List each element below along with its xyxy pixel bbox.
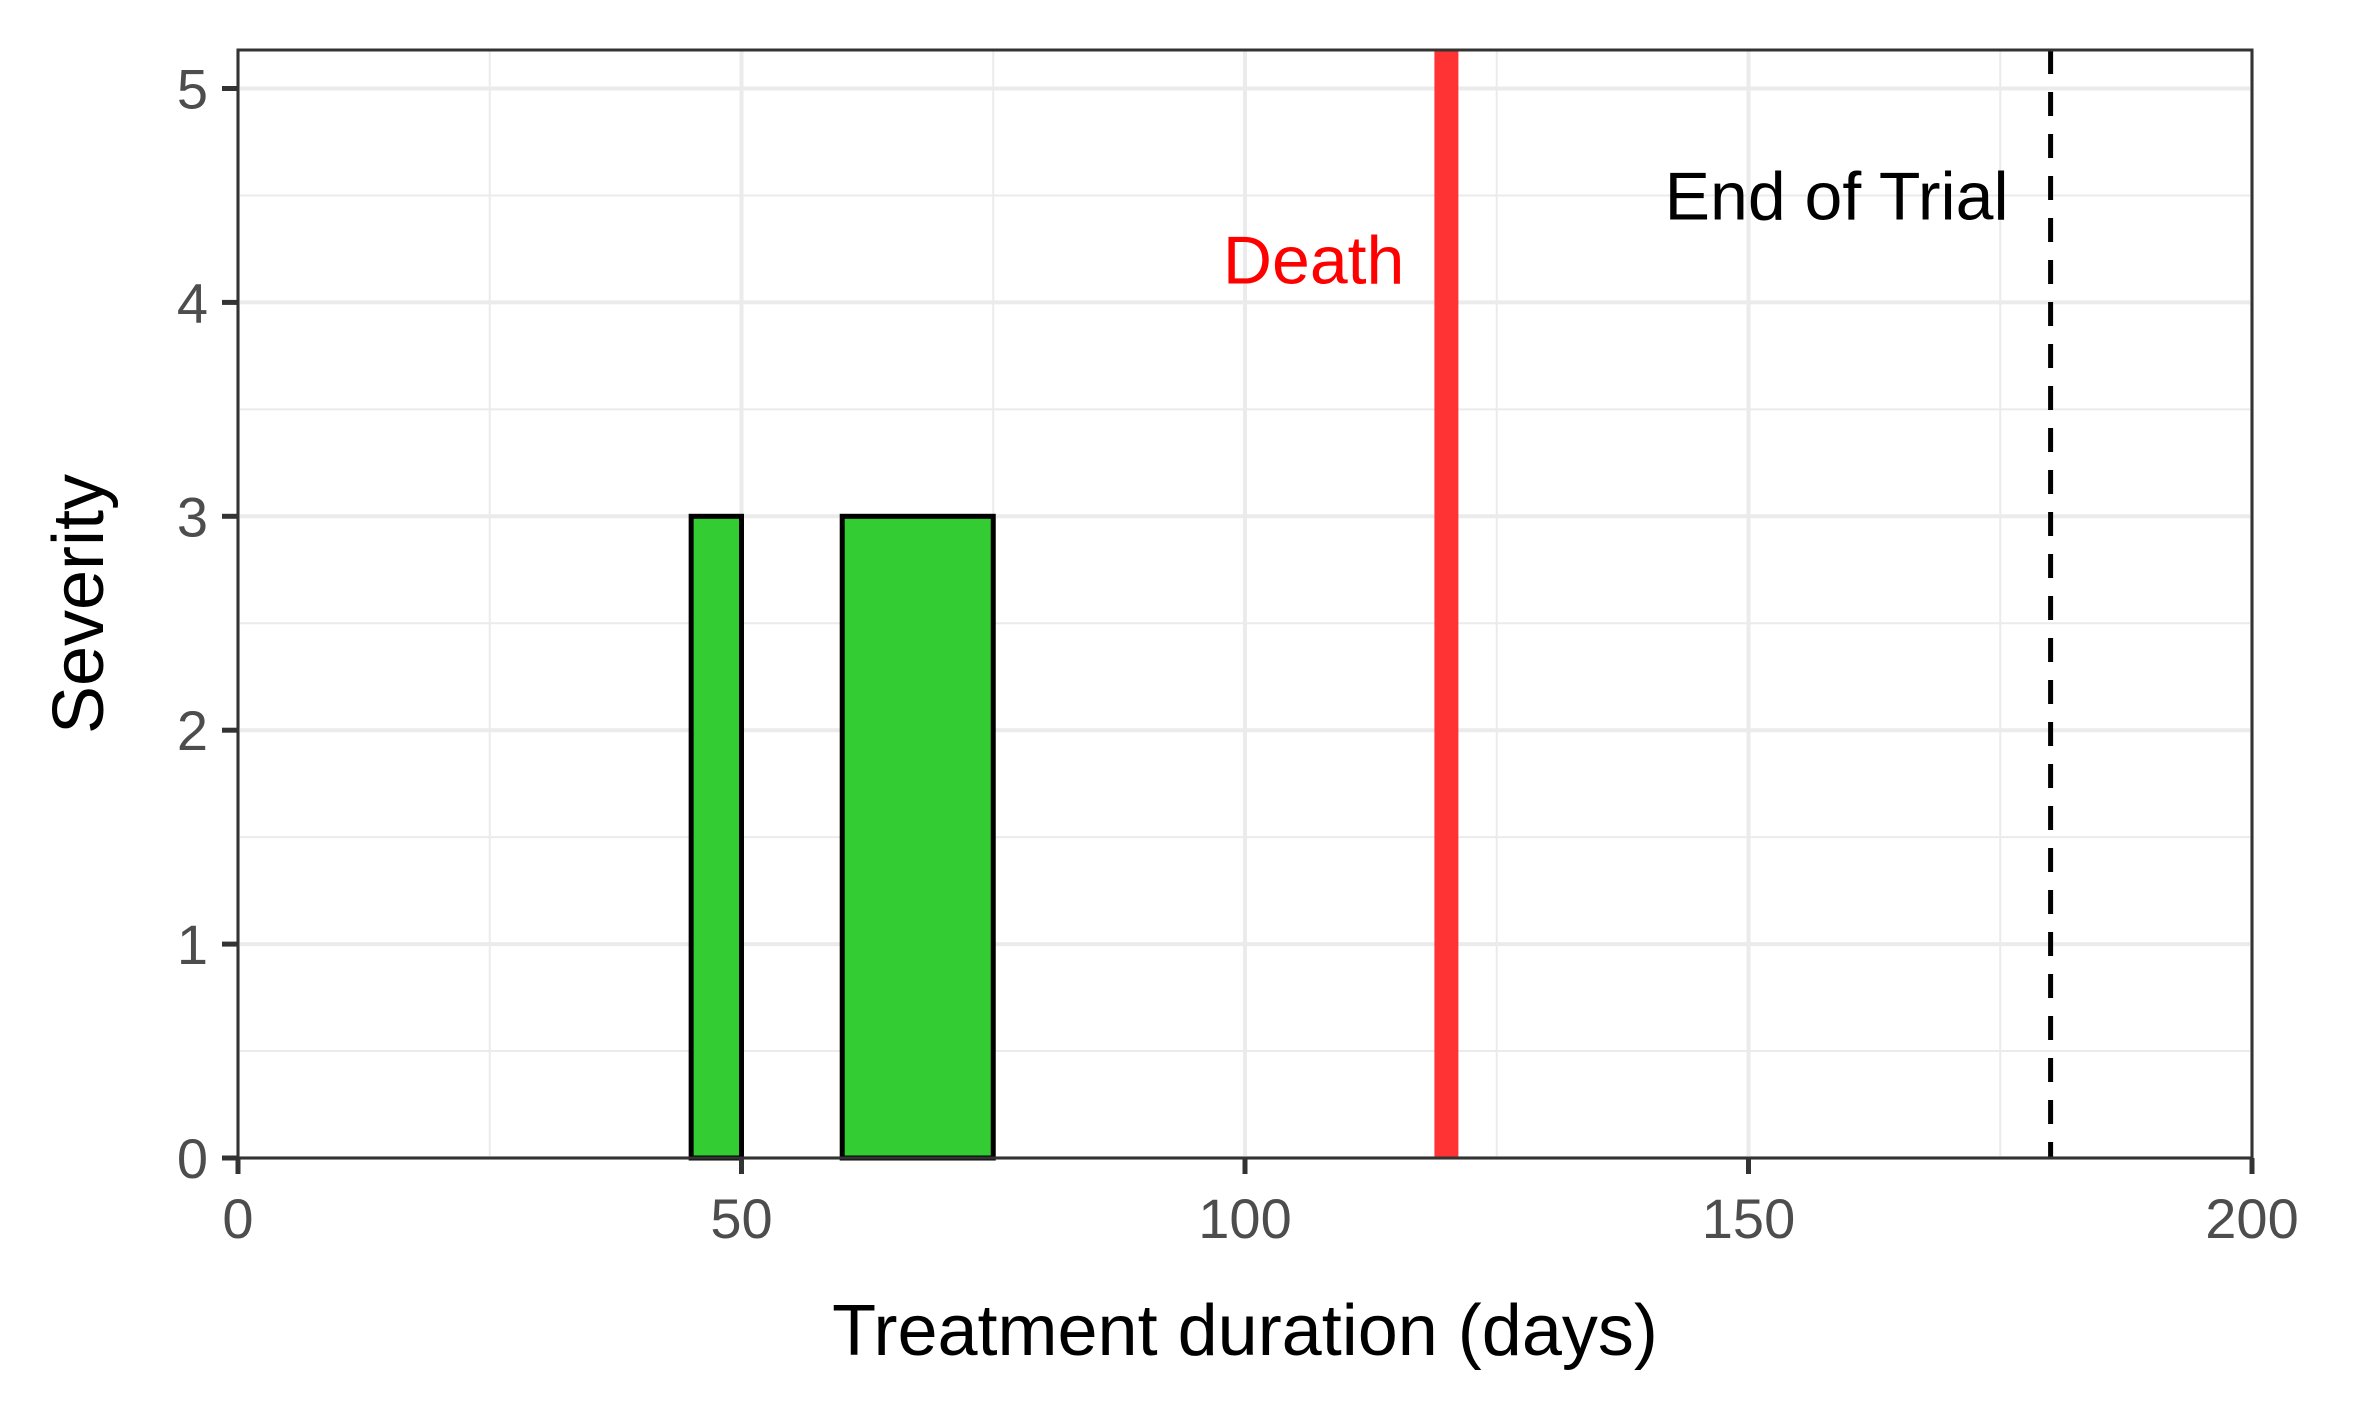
death-label: Death [1223, 223, 1404, 299]
x-axis-title: Treatment duration (days) [832, 1291, 1658, 1371]
x-tick-label: 0 [222, 1187, 253, 1250]
x-tick-label: 200 [2205, 1187, 2298, 1250]
reference-lines: Death End of Trial [1223, 50, 2054, 1158]
bar [688, 513, 745, 1161]
y-tick-label: 1 [177, 913, 208, 976]
end-of-trial-label: End of Trial [1665, 158, 2009, 234]
y-tick-label: 5 [177, 58, 208, 121]
y-tick-label: 4 [177, 271, 208, 334]
y-axis-title: Severity [39, 474, 119, 734]
x-tick-label: 100 [1198, 1187, 1291, 1250]
x-axis: 0 50 100 150 200 [222, 1158, 2299, 1250]
bar [839, 513, 996, 1161]
x-tick-label: 150 [1702, 1187, 1795, 1250]
y-axis: 0 1 2 3 4 5 [177, 58, 238, 1190]
x-tick-label: 50 [710, 1187, 772, 1250]
y-tick-label: 3 [177, 485, 208, 548]
y-tick-label: 2 [177, 699, 208, 762]
y-tick-label: 0 [177, 1127, 208, 1190]
bars [688, 513, 996, 1161]
